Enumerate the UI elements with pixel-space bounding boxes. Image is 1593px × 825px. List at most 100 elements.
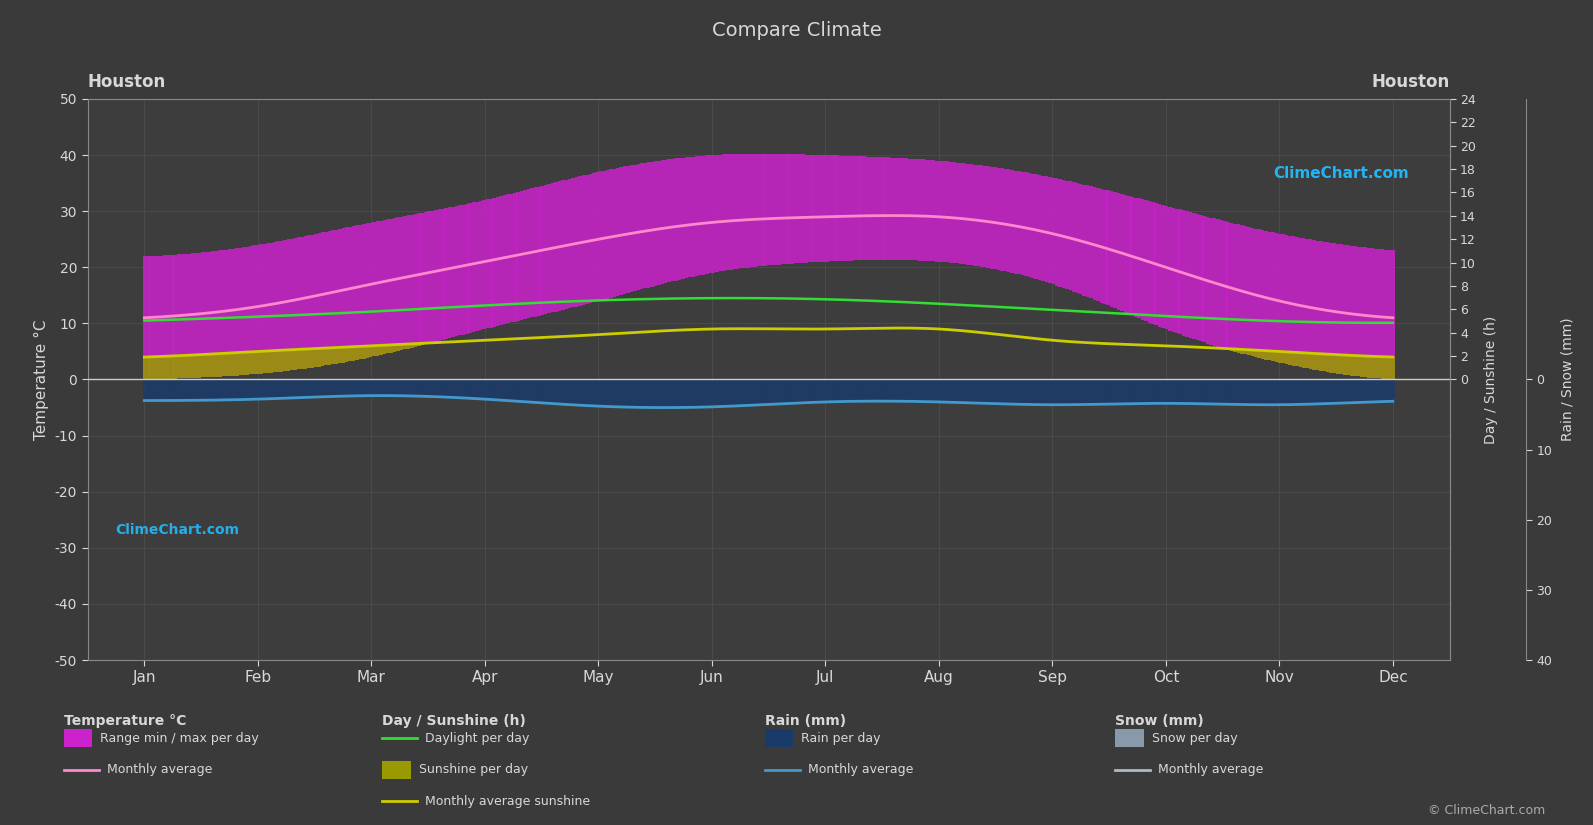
Bar	[1254, 380, 1257, 405]
Bar	[701, 156, 706, 275]
Bar	[1155, 203, 1158, 325]
Bar	[444, 380, 448, 397]
Bar	[1322, 354, 1325, 371]
Bar	[150, 380, 153, 400]
Bar	[272, 242, 277, 372]
Bar	[1010, 170, 1013, 273]
Bar	[170, 356, 174, 379]
Bar	[914, 159, 918, 261]
Bar	[548, 380, 551, 403]
Bar	[1305, 380, 1309, 404]
Bar	[1192, 213, 1196, 339]
Bar	[828, 380, 832, 402]
Bar	[346, 380, 349, 396]
Bar	[1176, 209, 1179, 333]
Bar	[373, 380, 376, 396]
Bar	[1200, 380, 1203, 403]
Bar	[194, 380, 198, 400]
Bar	[667, 159, 671, 282]
Bar	[596, 380, 599, 406]
Bar	[397, 345, 400, 351]
Bar	[1364, 248, 1367, 377]
Bar	[293, 238, 296, 370]
Bar	[1244, 226, 1247, 355]
Bar	[613, 168, 616, 297]
Bar	[578, 177, 581, 306]
Bar	[632, 164, 637, 291]
Bar	[242, 380, 245, 399]
Bar	[997, 167, 1000, 270]
Bar	[911, 158, 914, 260]
Bar	[784, 154, 787, 264]
Bar	[921, 380, 924, 402]
Bar	[272, 380, 277, 398]
Bar	[335, 347, 338, 364]
Bar	[722, 154, 726, 271]
Bar	[284, 350, 287, 371]
Bar	[653, 161, 658, 285]
Bar	[718, 154, 722, 271]
Bar	[558, 182, 561, 311]
Bar	[650, 380, 653, 408]
Bar	[1295, 380, 1298, 404]
Bar	[204, 252, 207, 377]
Bar	[489, 380, 492, 399]
Bar	[640, 163, 644, 290]
Bar	[1388, 250, 1391, 380]
Bar	[212, 354, 215, 377]
Bar	[424, 380, 427, 396]
Bar	[362, 346, 366, 359]
Bar	[997, 380, 1000, 403]
Text: Temperature °C: Temperature °C	[64, 714, 186, 728]
Bar	[167, 356, 170, 379]
Bar	[706, 155, 709, 274]
Bar	[370, 380, 373, 396]
Bar	[349, 227, 352, 361]
Bar	[1123, 195, 1128, 313]
Bar	[1346, 380, 1349, 403]
Bar	[382, 380, 386, 396]
Bar	[551, 380, 554, 403]
Bar	[1316, 380, 1319, 404]
Bar	[1244, 350, 1247, 355]
Bar	[1114, 192, 1117, 309]
Bar	[376, 221, 379, 356]
Bar	[1164, 205, 1168, 329]
Bar	[887, 158, 890, 260]
Bar	[352, 380, 355, 396]
Bar	[150, 357, 153, 380]
Bar	[409, 380, 414, 396]
Bar	[183, 254, 188, 378]
Bar	[774, 380, 777, 404]
Bar	[1051, 380, 1055, 405]
Bar	[1031, 174, 1034, 278]
Bar	[180, 356, 183, 379]
Bar	[1086, 380, 1090, 404]
Bar	[304, 380, 307, 398]
Bar	[798, 380, 801, 403]
Bar	[1161, 380, 1164, 403]
Bar	[379, 380, 382, 396]
Bar	[1340, 244, 1343, 374]
Bar	[1069, 380, 1072, 405]
Bar	[147, 380, 150, 401]
Bar	[801, 154, 804, 263]
Bar	[1292, 237, 1295, 365]
Bar	[524, 190, 527, 319]
Bar	[746, 153, 750, 267]
Bar	[1247, 380, 1251, 404]
Bar	[249, 351, 252, 375]
Bar	[1370, 248, 1375, 378]
Bar	[174, 380, 177, 400]
Bar	[156, 356, 159, 379]
Bar	[362, 380, 366, 396]
Bar	[1010, 380, 1013, 404]
Bar	[781, 154, 784, 264]
Bar	[701, 380, 706, 407]
Bar	[317, 233, 322, 366]
Bar	[1024, 380, 1027, 404]
Bar	[685, 158, 688, 278]
Bar	[733, 380, 736, 406]
Bar	[1364, 380, 1367, 402]
Bar	[1206, 380, 1209, 404]
